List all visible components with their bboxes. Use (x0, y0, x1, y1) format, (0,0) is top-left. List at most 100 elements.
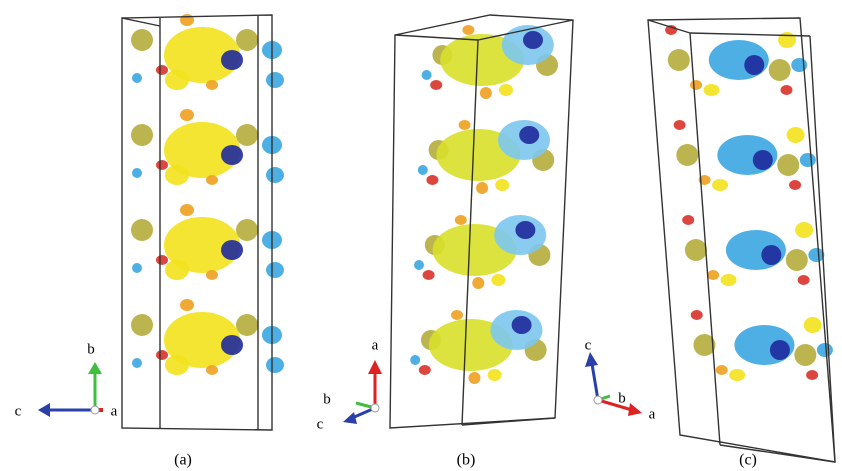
axes-c: c b a (585, 337, 656, 422)
figure: b c a a b c c b a (a) (b) (c) (0, 0, 842, 471)
isosurface-blob (800, 153, 816, 167)
isosurface-blob (132, 73, 142, 83)
isosurface-blob (221, 50, 243, 70)
axes-b: a b c (317, 337, 382, 432)
isosurface-blob (165, 355, 189, 375)
isosurface-blob (206, 365, 218, 375)
isosurface-blob (206, 270, 218, 280)
isosurface-blob (480, 87, 492, 99)
isosurface-blob (423, 270, 435, 280)
isosurface-blob (704, 84, 720, 96)
isosurface-blob (236, 29, 258, 51)
isosurface-blob (266, 167, 284, 183)
isosurface-blob (512, 316, 532, 334)
isosurface-blob (156, 65, 168, 75)
isosurface-blob (419, 365, 431, 375)
isosurface-blob (777, 154, 799, 176)
isosurface-blob (131, 124, 153, 146)
isosurface-blob (132, 263, 142, 273)
axis-label: a (372, 337, 379, 353)
isosurface-blob (744, 55, 764, 75)
isosurface-blob (156, 160, 168, 170)
panel-label: (a) (174, 452, 192, 469)
isosurface-blob (515, 221, 535, 239)
isosurface-blob (712, 179, 728, 191)
axis-label: c (15, 403, 22, 419)
isosurface-blob (781, 85, 793, 95)
isosurface-blob (156, 255, 168, 265)
isosurface-blob (729, 369, 745, 381)
axis-label: c (317, 416, 324, 432)
isosurface-blob (795, 222, 813, 238)
isosurface-blob (180, 14, 194, 26)
isosurface-blob (236, 314, 258, 336)
axis-label: a (111, 403, 118, 419)
isosurface-blob (674, 120, 686, 130)
isosurface-blob (266, 72, 284, 88)
isosurface-blob (804, 317, 822, 333)
isosurface-blob (468, 372, 480, 384)
isosurface-blob (236, 124, 258, 146)
isosurface-blob (499, 84, 513, 96)
isosurface-blob (791, 58, 807, 72)
axes-a: b c a (15, 341, 118, 419)
isosurface-blob (462, 25, 474, 35)
isosurface-blob (236, 219, 258, 241)
panel-label: (b) (457, 452, 476, 469)
isosurface-blob (132, 168, 142, 178)
isosurface-blob (476, 182, 488, 194)
isosurface-blob (707, 270, 719, 280)
isosurface-blob (682, 215, 694, 225)
isosurface-blob (180, 109, 194, 121)
isosurface-blob (770, 340, 790, 360)
isosurface-blob (206, 80, 218, 90)
isosurface-blob (761, 245, 781, 265)
isosurface-blob (165, 165, 189, 185)
isosurface-blob (691, 310, 703, 320)
isosurface-blob (165, 70, 189, 90)
isosurface-blob (221, 240, 243, 260)
isosurface-blob (495, 179, 509, 191)
isosurface-blob (165, 260, 189, 280)
isosurface-blob (794, 344, 816, 366)
isosurface-blob (798, 275, 810, 285)
isosurfaces (131, 14, 833, 384)
isosurface-blob (488, 369, 502, 381)
isosurface-blob (422, 70, 432, 80)
isosurface-blob (221, 145, 243, 165)
axis-label: b (87, 341, 95, 357)
isosurface-blob (206, 175, 218, 185)
isosurface-blob (221, 335, 243, 355)
isosurface-blob (156, 350, 168, 360)
isosurface-blob (131, 219, 153, 241)
isosurface-blob (769, 59, 791, 81)
isosurface-blob (131, 314, 153, 336)
isosurface-blob (459, 120, 471, 130)
isosurface-blob (426, 175, 438, 185)
isosurface-blob (753, 150, 773, 170)
isosurface-blob (668, 49, 690, 71)
isosurface-blob (721, 274, 737, 286)
axis-label: b (618, 390, 626, 406)
isosurface-blob (132, 358, 142, 368)
isosurface-blob (418, 165, 428, 175)
isosurface-blob (787, 127, 805, 143)
isosurface-blob (817, 343, 833, 357)
isosurface-blob (523, 31, 543, 49)
isosurface-blob (491, 274, 505, 286)
panel-label: (c) (739, 452, 757, 469)
isosurface-blob (690, 80, 702, 90)
axis-label: c (585, 337, 592, 353)
isosurface-blob (410, 355, 420, 365)
isosurface-blob (685, 239, 707, 261)
isosurface-blob (180, 299, 194, 311)
isosurface-blob (414, 260, 424, 270)
isosurface-blob (266, 357, 284, 373)
isosurface-blob (131, 29, 153, 51)
isosurface-blob (778, 32, 796, 48)
isosurface-blob (451, 310, 463, 320)
isosurface-blob (716, 365, 728, 375)
isosurface-blob (676, 144, 698, 166)
isosurface-blob (266, 262, 284, 278)
isosurface-blob (789, 180, 801, 190)
